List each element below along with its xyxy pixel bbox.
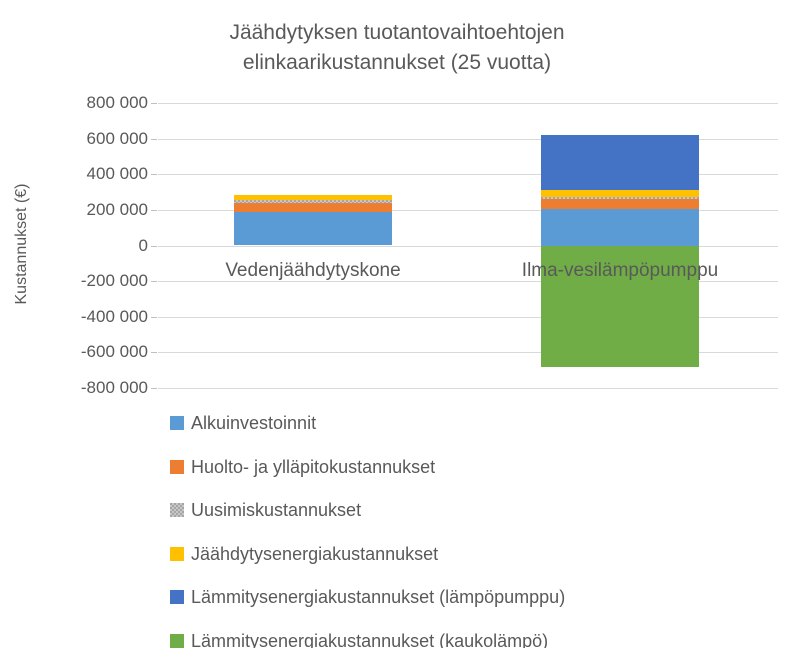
bar-segment-vedenj-hdytyskone-uusimiskustannukset xyxy=(234,200,392,203)
gridline-y-200-000 xyxy=(158,281,778,282)
gridline-y-800-000 xyxy=(158,103,778,104)
category-label-ilma-vesil-mp-pumppu: Ilma-vesilämpöpumppu xyxy=(521,259,719,281)
y-tick-label-200-000: -200 000 xyxy=(80,271,148,290)
bar-segment-ilma-vesil-mp-pumppu-uusimiskustannukset xyxy=(541,197,699,200)
y-tick-label-400-000: -400 000 xyxy=(80,307,148,326)
legend-label-j-hdytysenergiakustannukset: Jäähdytysenergiakustannukset xyxy=(191,543,439,564)
legend-swatch-l-mmitysenergiakustannukset-l-mp-pumppu xyxy=(170,590,184,604)
bar-segment-vedenj-hdytyskone-huolto-ja-yll-pitokustannukset xyxy=(234,202,392,212)
legend-label-l-mmitysenergiakustannukset-kaukol-mp: Lämmitysenergiakustannukset (kaukolämpö) xyxy=(191,630,549,648)
gridline-y-400-000 xyxy=(158,174,778,175)
bar-segment-ilma-vesil-mp-pumppu-l-mmitysenergiakustannukset-l-mp-pumppu xyxy=(541,135,699,191)
bar-segment-ilma-vesil-mp-pumppu-alkuinvestoinnit xyxy=(541,209,699,246)
category-label-vedenj-hdytyskone: Vedenjäähdytyskone xyxy=(225,259,401,281)
y-tick-mark xyxy=(151,103,157,104)
legend-label-alkuinvestoinnit: Alkuinvestoinnit xyxy=(191,413,317,433)
legend-swatch-l-mmitysenergiakustannukset-kaukol-mp xyxy=(170,633,184,648)
legend-label-huolto-ja-yll-pitokustannukset: Huolto- ja ylläpitokustannukset xyxy=(191,456,436,477)
y-tick-mark xyxy=(151,174,157,175)
y-tick-label-600-000: 600 000 xyxy=(86,129,148,148)
gridline-y-800-000 xyxy=(158,388,778,389)
y-tick-label-600-000: -600 000 xyxy=(80,342,148,361)
y-tick-label-800-000: 800 000 xyxy=(86,93,148,112)
y-tick-mark xyxy=(151,388,157,389)
y-tick-mark xyxy=(151,281,157,282)
gridline-y-200-000 xyxy=(158,210,778,211)
bar-segment-ilma-vesil-mp-pumppu-l-mmitysenergiakustannukset-kaukol-mp xyxy=(541,245,699,367)
y-tick-mark xyxy=(151,139,157,140)
y-tick-mark xyxy=(151,246,157,247)
bar-segment-vedenj-hdytyskone-j-hdytysenergiakustannukset xyxy=(234,194,392,200)
bar-segment-ilma-vesil-mp-pumppu-j-hdytysenergiakustannukset xyxy=(541,190,699,198)
legend-swatch-j-hdytysenergiakustannukset xyxy=(170,546,184,561)
legend-swatch-alkuinvestoinnit xyxy=(170,416,184,430)
gridline-y-0 xyxy=(158,246,778,247)
y-tick-mark xyxy=(151,210,157,211)
y-tick-label-800-000: -800 000 xyxy=(80,378,148,397)
gridline-y-600-000 xyxy=(158,352,778,353)
y-tick-mark xyxy=(151,317,157,318)
legend-swatch-huolto-ja-yll-pitokustannukset xyxy=(170,459,184,474)
legend-label-l-mmitysenergiakustannukset-l-mp-pumppu: Lämmitysenergiakustannukset (lämpöpumppu… xyxy=(191,587,566,607)
gridline-y-400-000 xyxy=(158,317,778,318)
bar-segment-vedenj-hdytyskone-alkuinvestoinnit xyxy=(234,211,392,246)
y-tick-label-0: 0 xyxy=(138,236,148,255)
legend-swatch-uusimiskustannukset xyxy=(170,503,184,517)
y-tick-mark xyxy=(151,352,157,353)
legend-label-uusimiskustannukset: Uusimiskustannukset xyxy=(191,500,362,520)
gridline-y-600-000 xyxy=(158,139,778,140)
y-tick-label-400-000: 400 000 xyxy=(86,164,148,183)
bar-segment-ilma-vesil-mp-pumppu-huolto-ja-yll-pitokustannukset xyxy=(541,199,699,209)
chart-title: Jäähdytyksen tuotantovaihtoehtojen elink… xyxy=(229,21,565,74)
y-tick-label-200-000: 200 000 xyxy=(86,200,148,219)
